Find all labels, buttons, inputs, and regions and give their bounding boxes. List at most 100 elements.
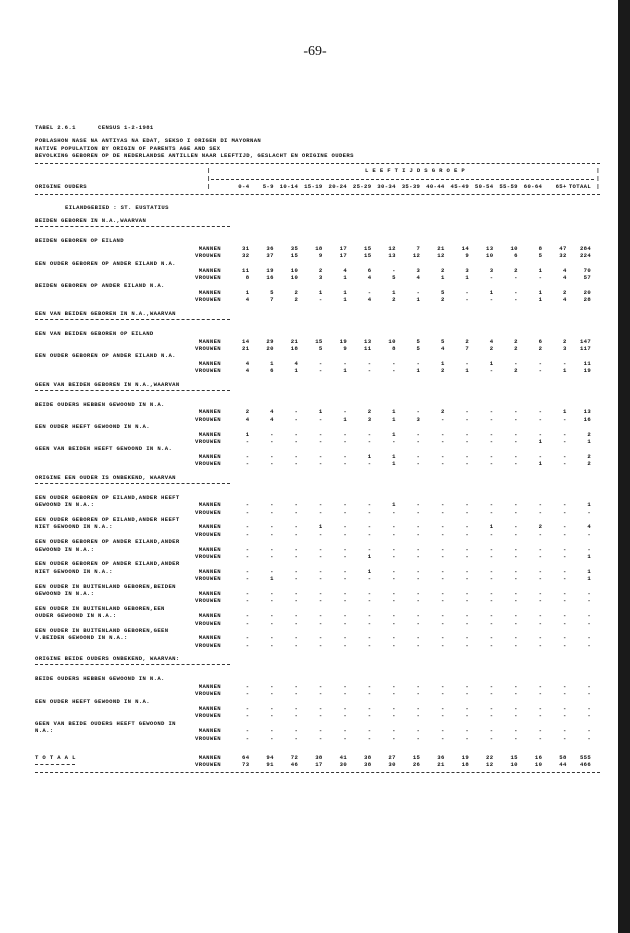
cell-value: - bbox=[465, 545, 470, 553]
row-label: NIET GEWOOND IN N.A.: bbox=[35, 523, 113, 531]
cell-value: - bbox=[562, 545, 567, 553]
cell-value: 1 bbox=[270, 359, 274, 367]
cell-value: - bbox=[245, 567, 250, 575]
cell-value: - bbox=[489, 501, 494, 509]
cell-value: - bbox=[538, 359, 543, 367]
cell-value: 4 bbox=[587, 523, 592, 531]
cell-value: - bbox=[489, 705, 494, 713]
title-papiamentu: POBLASHON NASE NA ANTIYAS NA EDAT, SEKSO… bbox=[35, 137, 262, 145]
cell-value: - bbox=[392, 705, 396, 713]
cell-value: 2 bbox=[587, 460, 592, 468]
cell-value: 9 bbox=[318, 252, 323, 260]
cell-value: - bbox=[270, 612, 274, 620]
cell-value: 15 bbox=[364, 244, 372, 252]
cell-value: 1 bbox=[440, 274, 445, 282]
cell-value: - bbox=[514, 452, 518, 460]
cell-value: - bbox=[465, 705, 470, 713]
cell-value: - bbox=[343, 408, 348, 416]
cell-value: 6 bbox=[270, 367, 274, 375]
data-row: VROUWEN 4 7 2 - 1 4 2 1 2 - - - 1 4 28 bbox=[35, 296, 600, 303]
column-header: 35-39 bbox=[401, 182, 421, 190]
section-underline bbox=[35, 664, 230, 666]
cell-value: - bbox=[562, 727, 567, 735]
column-header: 15-19 bbox=[304, 182, 323, 190]
cell-value: - bbox=[367, 634, 372, 642]
row-label: GEWOOND IN N.A.: bbox=[35, 545, 95, 553]
cell-value: 38 bbox=[364, 754, 372, 761]
row-values: 4 7 2 - 1 4 2 1 2 - - - 1 4 28 bbox=[225, 296, 591, 303]
cell-value: - bbox=[367, 530, 372, 538]
cell-value: - bbox=[562, 530, 567, 538]
row-label: T O T A A L bbox=[35, 754, 76, 761]
cell-value: - bbox=[392, 727, 396, 735]
data-row: NIET GEWOOND IN N.A.: MANNEN - - - 1 - - - - - - 1 - 2… bbox=[35, 523, 600, 530]
cell-value: 21 bbox=[290, 337, 299, 345]
cell-value: - bbox=[416, 359, 421, 367]
sex-label: VROUWEN bbox=[195, 761, 221, 769]
cell-value: 13 bbox=[583, 408, 592, 416]
cell-value: - bbox=[367, 501, 372, 509]
cell-value: - bbox=[538, 367, 543, 375]
cell-value: 1 bbox=[562, 408, 567, 416]
cell-value: - bbox=[465, 289, 470, 297]
cell-value: - bbox=[270, 460, 274, 468]
cell-value: - bbox=[416, 727, 421, 735]
cell-value: 1 bbox=[440, 359, 445, 367]
cell-value: - bbox=[538, 612, 543, 620]
cell-value: - bbox=[294, 530, 299, 538]
cell-value: - bbox=[318, 575, 323, 583]
cell-value: 6 bbox=[514, 252, 518, 260]
cell-value: - bbox=[538, 589, 543, 597]
cell-value: - bbox=[587, 690, 592, 698]
cell-value: - bbox=[416, 589, 421, 597]
cell-value: - bbox=[392, 589, 396, 597]
row-values: --------------- bbox=[225, 597, 591, 604]
cell-value: - bbox=[562, 460, 567, 468]
row-label: OUDER GEWOOND IN N.A.: bbox=[35, 612, 117, 620]
cell-value: - bbox=[343, 501, 348, 509]
cell-value: 16 bbox=[583, 415, 592, 423]
cell-value: 16 bbox=[534, 754, 543, 761]
row-values: 1 5 2 1 1 - 1 - 5 - 1 - 1 2 20 bbox=[225, 289, 591, 296]
cell-value: 19 bbox=[583, 367, 592, 375]
cell-value: 31 bbox=[241, 244, 250, 252]
cell-value: 2 bbox=[245, 408, 250, 416]
sex-label: MANNEN bbox=[198, 359, 221, 367]
cell-value: - bbox=[392, 530, 396, 538]
cell-value: - bbox=[489, 296, 494, 304]
data-row: MANNEN 14 29 21 15 19 13 10 5 5 2 4 2 6 2 147 bbox=[35, 338, 600, 345]
sex-label: VROUWEN bbox=[195, 690, 221, 698]
cell-value: - bbox=[270, 619, 274, 627]
cell-value: 1 bbox=[538, 296, 543, 304]
cell-value: - bbox=[416, 460, 421, 468]
cell-value: 3 bbox=[562, 345, 567, 353]
sex-label: VROUWEN bbox=[195, 575, 221, 583]
cell-value: - bbox=[465, 359, 470, 367]
cell-value: 20 bbox=[583, 289, 592, 297]
cell-value: - bbox=[392, 619, 396, 627]
cell-value: - bbox=[587, 641, 592, 649]
cell-value: 1 bbox=[587, 567, 592, 575]
row-values: --------------- bbox=[225, 546, 591, 553]
group-label: EEN OUDER GEBOREN OP EILAND,ANDER HEEFT bbox=[35, 493, 180, 501]
row-values: --------------- bbox=[225, 642, 591, 649]
cell-value: - bbox=[343, 575, 348, 583]
cell-value: 147 bbox=[579, 337, 592, 345]
cell-value: 32 bbox=[241, 252, 250, 260]
cell-value: - bbox=[245, 682, 250, 690]
row-values: 11 19 10 2 4 6 - 3 2 3 3 2 1 4 70 bbox=[225, 267, 591, 274]
cell-value: - bbox=[294, 408, 299, 416]
cell-value: 3 bbox=[367, 415, 372, 423]
cell-value: - bbox=[318, 727, 323, 735]
cell-value: - bbox=[318, 734, 323, 742]
cell-value: - bbox=[392, 567, 396, 575]
cell-value: - bbox=[392, 575, 396, 583]
cell-value: - bbox=[392, 641, 396, 649]
header-columns-row: ORIGINE OUDERS | 0-4 5-9 10-14 15-19 20-24 25-2… bbox=[35, 183, 600, 191]
cell-value: - bbox=[465, 634, 470, 642]
cell-value: - bbox=[489, 508, 494, 516]
cell-value: - bbox=[294, 727, 299, 735]
cell-value: - bbox=[416, 553, 421, 561]
cell-value: - bbox=[294, 575, 299, 583]
cell-value: - bbox=[294, 705, 299, 713]
